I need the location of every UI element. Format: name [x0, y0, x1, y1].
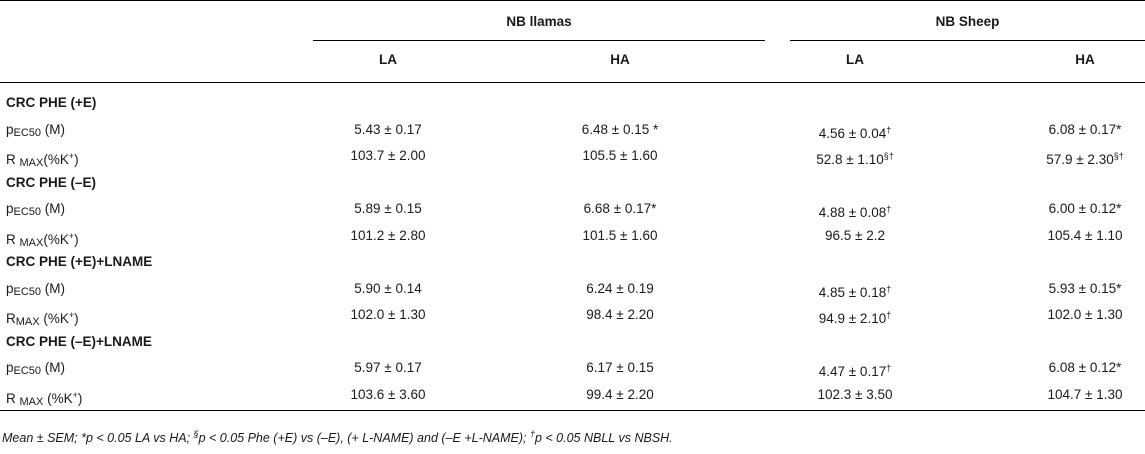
cell-ha-llamas: 101.5 ± 1.60 [582, 227, 658, 243]
table-bottom-rule [0, 410, 1145, 411]
subheader-ha-llamas: HA [610, 52, 630, 67]
cell-ha-llamas: 98.4 ± 2.20 [586, 307, 654, 322]
cell-ha-sheep: 102.0 ± 1.30 [1047, 307, 1123, 322]
cell-ha-sheep: 104.7 ± 1.30 [1047, 386, 1123, 402]
cell-la-sheep: 4.47 ± 0.17† [818, 363, 892, 379]
cell-ha-sheep: 105.4 ± 1.10 [1047, 227, 1123, 243]
table-footnote: Mean ± SEM; *p < 0.05 LA vs HA; §p < 0.0… [2, 429, 673, 445]
cell-la-llamas: 5.89 ± 0.15 [354, 201, 422, 216]
cell-la-sheep: 96.5 ± 2.2 [825, 227, 885, 243]
row-label: pEC50 (M) [6, 360, 66, 377]
row-label: pEC50 (M) [6, 121, 66, 139]
cell-la-sheep: 4.88 ± 0.08† [818, 204, 892, 220]
cell-ha-llamas: 6.24 ± 0.19 [586, 280, 654, 296]
group1-underline [313, 40, 765, 41]
subheader-ha-sheep: HA [1075, 52, 1095, 67]
cell-la-sheep: 94.9 ± 2.10† [818, 310, 892, 326]
cell-la-sheep: 4.56 ± 0.04† [818, 124, 892, 141]
row-label: RMAX (%K+) [6, 310, 79, 328]
cell-ha-sheep: 5.93 ± 0.15* [1048, 280, 1122, 296]
section-title: CRC PHE (+E)+LNAME [6, 254, 153, 269]
row-label: R MAX(%K+) [6, 230, 79, 249]
cell-ha-llamas: 6.48 ± 0.15 * [581, 121, 659, 137]
group-header-llamas: NB llamas [506, 14, 572, 29]
cell-ha-sheep: 6.08 ± 0.12* [1048, 360, 1122, 375]
cell-la-llamas: 5.43 ± 0.17 [354, 121, 422, 137]
cell-la-llamas: 103.6 ± 3.60 [350, 386, 426, 402]
table-top-rule [0, 0, 1145, 1]
cell-la-llamas: 103.7 ± 2.00 [350, 148, 426, 163]
cell-la-llamas: 101.2 ± 2.80 [350, 227, 426, 243]
cell-ha-sheep: 6.08 ± 0.17* [1048, 121, 1122, 137]
group2-underline [790, 40, 1145, 41]
cell-la-llamas: 5.90 ± 0.14 [354, 280, 422, 296]
section-title: CRC PHE (+E) [6, 95, 97, 110]
row-label: R MAX (%K+) [6, 389, 83, 408]
group-header-sheep: NB Sheep [935, 14, 1000, 29]
cell-la-llamas: 102.0 ± 1.30 [350, 307, 426, 322]
subheader-la-llamas: LA [379, 52, 397, 67]
cell-ha-llamas: 105.5 ± 1.60 [582, 148, 658, 163]
cell-ha-sheep: 57.9 ± 2.30§† [1046, 151, 1124, 167]
row-label: pEC50 (M) [6, 280, 66, 298]
cell-la-sheep: 4.85 ± 0.18† [818, 283, 892, 300]
cell-ha-llamas: 99.4 ± 2.20 [586, 386, 654, 402]
row-label: pEC50 (M) [6, 201, 66, 218]
section-title: CRC PHE (–E)+LNAME [6, 333, 152, 349]
cell-ha-llamas: 6.17 ± 0.15 [586, 360, 654, 375]
row-label: R MAX(%K+) [6, 151, 79, 169]
cell-ha-llamas: 6.68 ± 0.17* [583, 201, 657, 216]
section-title: CRC PHE (–E) [6, 174, 97, 190]
cell-la-sheep: 52.8 ± 1.10§† [816, 151, 894, 167]
cell-la-llamas: 5.97 ± 0.17 [354, 360, 422, 375]
cell-ha-sheep: 6.00 ± 0.12* [1048, 201, 1122, 216]
cell-la-sheep: 102.3 ± 3.50 [817, 386, 893, 402]
subheader-la-sheep: LA [846, 52, 864, 67]
header-bottom-rule [0, 82, 1145, 83]
